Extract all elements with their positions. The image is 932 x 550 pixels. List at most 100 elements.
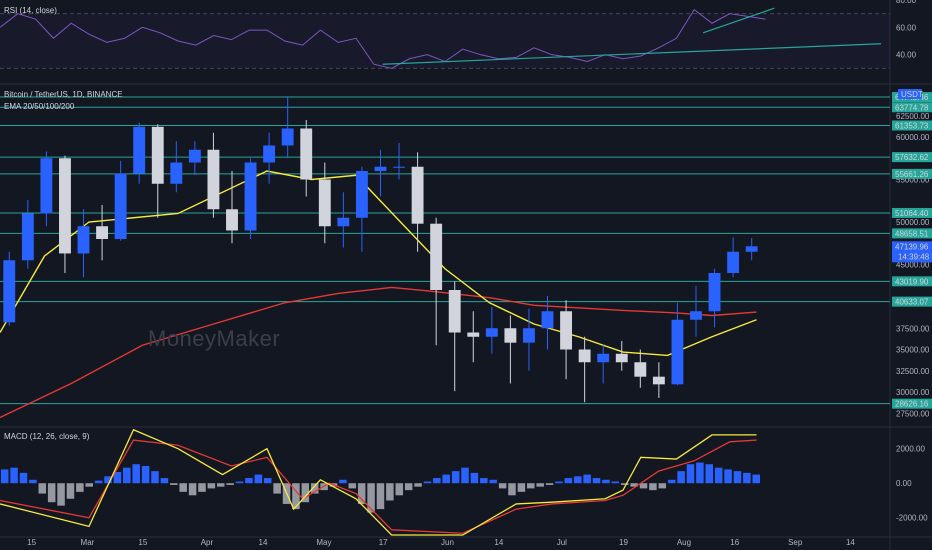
- level-tag-bg: [892, 152, 932, 163]
- macd-histogram-bar: [0, 469, 9, 484]
- level-tag-bg: [892, 168, 932, 179]
- candle: [634, 349, 647, 388]
- macd-histogram-bar: [151, 471, 159, 484]
- price-tick-label: 45000.00: [896, 261, 930, 270]
- candle: [541, 295, 554, 350]
- rsi-tick-label: 60.00: [896, 23, 917, 32]
- macd-histogram-bar: [76, 483, 84, 492]
- candle: [21, 199, 34, 269]
- x-tick-label: Apr: [201, 538, 214, 547]
- macd-histogram-bar: [592, 478, 601, 484]
- macd-histogram-bar: [743, 472, 751, 484]
- countdown-text: 14:39:48: [898, 252, 930, 261]
- macd-histogram-bar: [217, 483, 225, 487]
- candle-body: [3, 260, 16, 323]
- candle: [745, 238, 758, 261]
- last-price-bg: [892, 241, 932, 263]
- macd-histogram-bar: [696, 462, 704, 484]
- macd-histogram-bar: [301, 483, 310, 503]
- macd-histogram-bar: [498, 483, 507, 489]
- candle: [652, 362, 665, 398]
- candle-body: [151, 126, 164, 184]
- candle-body: [77, 226, 90, 254]
- macd-histogram-bar: [630, 483, 638, 487]
- macd-histogram-bar: [527, 483, 535, 489]
- macd-histogram-bar: [752, 474, 761, 484]
- x-tick-label: 16: [730, 538, 739, 547]
- level-tag: 43019.90: [892, 276, 932, 287]
- candle: [263, 132, 276, 184]
- candle: [355, 166, 368, 252]
- candle-body: [430, 223, 443, 290]
- macd-tick-label: 0.00: [896, 479, 912, 488]
- x-tick-label: 17: [379, 538, 388, 547]
- level-tag-text: 61353.73: [895, 121, 929, 130]
- candle: [244, 158, 257, 239]
- rsi-band: [0, 13, 890, 69]
- candle: [578, 336, 591, 403]
- macd-histogram-bar: [254, 474, 263, 484]
- candle-body: [467, 332, 480, 337]
- macd-histogram-bar: [555, 481, 563, 484]
- candle-body: [541, 311, 554, 329]
- macd-histogram-bar: [667, 479, 676, 484]
- currency-badge-text: USDT: [901, 90, 923, 99]
- macd-histogram-bar: [536, 483, 544, 487]
- price-tick-label: 30000.00: [896, 388, 930, 397]
- x-tick-label: 14: [259, 538, 268, 547]
- candle-body: [281, 128, 294, 146]
- macd-histogram-bar: [620, 483, 629, 485]
- macd-histogram-bar: [273, 483, 281, 494]
- candle: [523, 308, 535, 371]
- candle-body: [652, 376, 665, 385]
- candle-body: [448, 290, 461, 333]
- ema-slow-line: [0, 286, 757, 419]
- macd-histogram-bar: [66, 483, 75, 499]
- watermark: MoneyMaker: [148, 326, 281, 351]
- candle: [133, 122, 146, 184]
- x-tick-label: May: [316, 538, 331, 547]
- macd-histogram-bar: [658, 483, 667, 489]
- macd-histogram-bar: [423, 481, 432, 484]
- candle: [318, 162, 331, 244]
- candle-body: [374, 166, 387, 171]
- macd-histogram-bar: [57, 483, 65, 506]
- level-tag: 51064.40: [892, 207, 932, 218]
- macd-histogram-bar: [583, 474, 591, 484]
- macd-histogram-bar: [686, 464, 695, 484]
- macd-histogram-bar: [339, 479, 347, 484]
- candle: [690, 285, 702, 337]
- candle-body: [21, 213, 34, 261]
- ema-fast-line: [0, 170, 757, 357]
- candle-body: [485, 328, 498, 337]
- macd-histogram-bar: [160, 478, 169, 484]
- symbol-label: Bitcoin / TetherUS, 1D, BINANCE: [4, 90, 123, 99]
- macd-histogram-bar: [433, 478, 441, 484]
- level-tag: 55661.26: [892, 168, 932, 179]
- macd-histogram-bar: [38, 483, 47, 494]
- macd-histogram-bar: [395, 483, 404, 496]
- candle-body: [114, 173, 127, 239]
- candle-body: [393, 166, 405, 168]
- macd-histogram-bar: [564, 478, 573, 484]
- x-tick-label: Jul: [557, 538, 567, 547]
- currency-badge-bg: [898, 89, 922, 99]
- candle-body: [504, 328, 517, 343]
- macd-histogram-bar: [94, 480, 103, 484]
- macd-histogram-bar: [649, 483, 657, 491]
- candle-body: [615, 353, 628, 363]
- level-tag-bg: [892, 102, 932, 113]
- x-tick-label: Aug: [677, 538, 691, 547]
- candle: [411, 152, 424, 252]
- macd-histogram-bar: [104, 476, 112, 484]
- ema-label: EMA 20/50/100/200: [4, 102, 75, 111]
- candle: [708, 268, 721, 328]
- macd-histogram-bar: [85, 483, 94, 487]
- level-tag: 48658.51: [892, 228, 932, 239]
- level-tag-text: 43019.90: [895, 277, 929, 286]
- candle-body: [690, 311, 702, 320]
- price-tick-label: 35000.00: [896, 346, 930, 355]
